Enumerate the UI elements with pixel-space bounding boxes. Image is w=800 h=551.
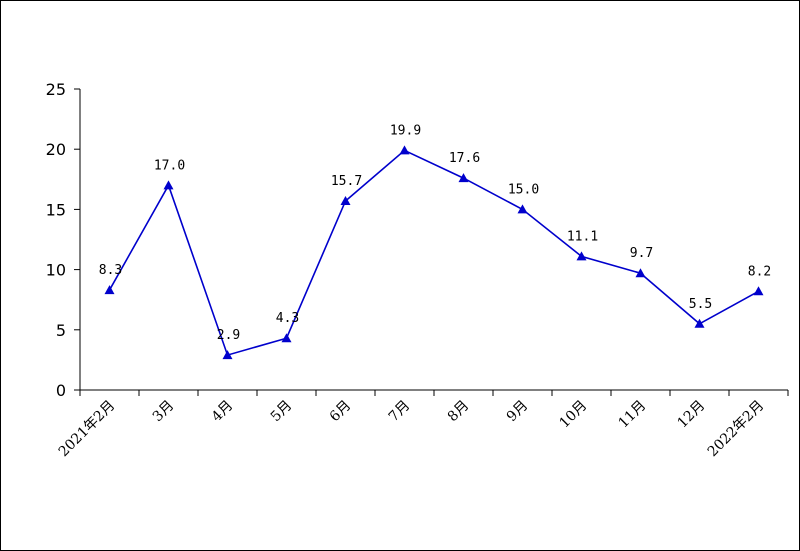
data-label: 15.0: [508, 182, 539, 197]
y-tick-label: 25: [46, 80, 66, 99]
series-polyline: [108, 149, 759, 357]
y-tick-label: 15: [46, 200, 66, 219]
x-category-label: 8月: [445, 398, 473, 426]
y-tick-label: 0: [56, 381, 66, 400]
data-label: 2.9: [217, 328, 240, 343]
series-line: [104, 145, 764, 360]
y-tick-label: 10: [46, 261, 66, 280]
data-label: 8.2: [748, 264, 771, 279]
y-tick-label: 5: [56, 321, 66, 340]
data-point-marker: [163, 180, 174, 190]
data-labels: 8.3 17.0 2.9 4.3 15.7 19.9 17.6 15.0 11.1 9.7 5.5 8…: [99, 123, 771, 343]
data-point-marker: [458, 173, 469, 183]
data-point-marker: [576, 251, 587, 261]
data-point-marker: [340, 195, 351, 205]
x-category-label: 3月: [150, 398, 178, 426]
data-point-marker: [222, 350, 233, 360]
data-label: 15.7: [331, 174, 362, 189]
data-point-marker: [694, 318, 705, 328]
data-label: 19.9: [390, 123, 421, 138]
x-category-label: 2021年2月: [56, 398, 119, 461]
x-category-label: 12月: [675, 398, 709, 432]
data-point-marker: [517, 204, 528, 214]
data-label: 17.6: [449, 151, 480, 166]
data-point-marker: [104, 285, 115, 295]
x-category-label: 10月: [557, 398, 591, 432]
y-tick-label: 20: [46, 140, 66, 159]
data-label: 17.0: [154, 158, 185, 173]
data-label: 11.1: [567, 229, 598, 244]
data-point-marker: [281, 333, 292, 343]
data-point-marker: [635, 268, 646, 278]
x-category-label: 4月: [209, 398, 237, 426]
data-label: 9.7: [630, 246, 653, 261]
data-point-marker: [753, 286, 764, 296]
x-category-label: 9月: [504, 398, 532, 426]
x-category-label: 6月: [327, 398, 355, 426]
x-category-label: 2022年2月: [705, 398, 768, 461]
data-label: 5.5: [689, 297, 712, 312]
data-label: 8.3: [99, 263, 122, 278]
x-category-label: 7月: [386, 398, 414, 426]
data-point-marker: [399, 145, 410, 155]
data-label: 4.3: [276, 311, 299, 326]
x-category-label: 5月: [268, 398, 296, 426]
x-category-label: 11月: [616, 398, 650, 432]
